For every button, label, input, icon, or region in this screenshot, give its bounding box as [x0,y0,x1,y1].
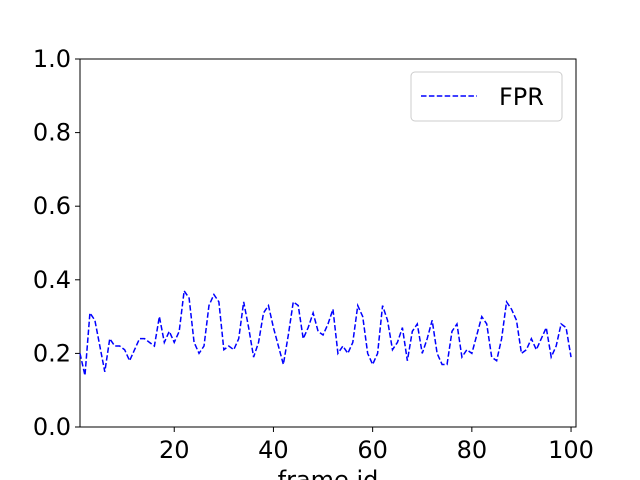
x-tick-label: 100 [548,436,594,464]
legend-box [410,71,563,122]
x-tick-label: 80 [457,436,488,464]
x-tick-label: 20 [159,436,190,464]
y-tick-label: 0.8 [33,119,71,147]
x-axis-label: frame id [278,466,379,480]
y-tick-label: 1.0 [33,45,71,73]
plot-frame [79,58,577,428]
y-tick-label: 0.0 [33,413,71,441]
x-tick-label: 40 [258,436,289,464]
y-tick-label: 0.4 [33,266,71,294]
legend-label: FPR [499,83,544,111]
y-tick-label: 0.6 [33,192,71,220]
data-line [79,288,572,376]
y-tick-label: 0.2 [33,339,71,367]
x-tick-label: 60 [357,436,388,464]
